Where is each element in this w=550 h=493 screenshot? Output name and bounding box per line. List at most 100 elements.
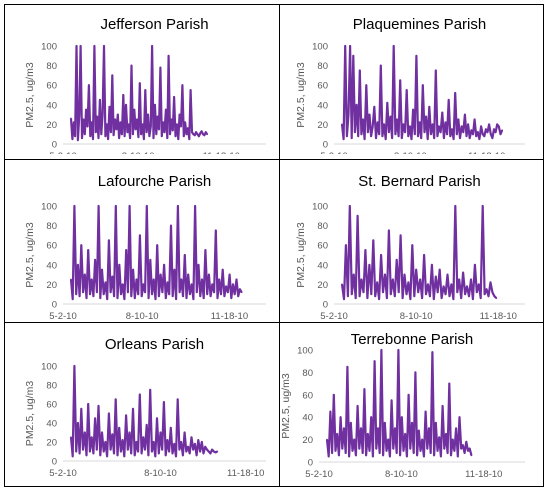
data-point — [97, 137, 100, 140]
data-point — [113, 295, 115, 298]
data-point — [138, 393, 141, 396]
data-point — [344, 452, 347, 454]
data-point — [223, 295, 226, 298]
data-point — [445, 433, 447, 435]
data-point — [428, 105, 431, 108]
data-point — [204, 131, 207, 134]
data-point — [368, 263, 371, 266]
data-point — [90, 436, 93, 439]
y-tick-label: 100 — [41, 362, 57, 373]
data-point — [82, 118, 85, 121]
data-point — [181, 84, 184, 87]
data-point — [396, 118, 398, 121]
data-point — [383, 421, 386, 424]
data-point — [109, 291, 112, 294]
data-point — [92, 452, 95, 455]
data-point — [447, 99, 450, 101]
data-point — [198, 135, 200, 138]
data-point — [463, 452, 466, 454]
data-point — [464, 293, 466, 296]
data-point — [96, 291, 98, 294]
data-point — [462, 131, 465, 134]
data-point — [429, 452, 432, 454]
data-point — [388, 131, 390, 134]
data-point — [144, 448, 146, 451]
data-point — [71, 455, 74, 458]
data-point — [496, 123, 499, 126]
data-point — [354, 131, 356, 134]
x-tick-label: 5-2-10 — [305, 469, 332, 480]
data-point — [141, 123, 144, 126]
data-point — [431, 263, 433, 266]
y-tick-label: 40 — [46, 260, 57, 271]
data-point — [135, 441, 138, 443]
data-point — [441, 111, 444, 114]
data-point — [149, 388, 152, 391]
data-point — [123, 298, 126, 300]
data-point — [351, 449, 354, 452]
data-point — [123, 135, 126, 138]
data-point — [88, 84, 90, 87]
data-point — [169, 133, 171, 136]
data-point — [180, 278, 183, 281]
data-point — [405, 89, 408, 91]
data-point — [358, 295, 361, 298]
data-point — [125, 414, 127, 417]
data-point — [113, 452, 115, 455]
data-point — [138, 82, 141, 85]
data-point — [118, 137, 120, 140]
data-point — [89, 293, 91, 296]
data-point — [185, 133, 188, 136]
data-point — [111, 74, 114, 77]
data-point — [199, 295, 202, 298]
data-point — [339, 416, 342, 419]
data-point — [356, 214, 359, 217]
data-point — [479, 297, 482, 299]
data-point — [80, 244, 83, 247]
data-point — [230, 297, 233, 299]
data-point — [129, 137, 131, 140]
data-point — [448, 295, 451, 298]
data-point — [378, 298, 380, 300]
data-point — [109, 448, 112, 451]
data-point — [108, 239, 110, 242]
data-point — [183, 254, 186, 256]
data-point — [417, 135, 419, 138]
data-point — [83, 273, 86, 276]
data-point — [478, 138, 481, 141]
x-tick-label: 8-10-10 — [126, 311, 159, 322]
x-tick-label: 5-2-10 — [49, 468, 76, 479]
data-point — [162, 121, 165, 124]
data-point — [187, 127, 189, 130]
data-point — [202, 133, 204, 136]
x-tick-label: 5-2-10 — [49, 311, 76, 322]
data-point — [212, 450, 215, 453]
data-point — [188, 138, 191, 141]
data-point — [353, 438, 356, 441]
data-point — [373, 360, 376, 363]
data-point — [154, 455, 157, 458]
y-axis-label: PM2.5, ug/m3 — [24, 62, 36, 128]
data-point — [394, 133, 397, 136]
y-tick-label: 80 — [317, 221, 328, 232]
data-point — [451, 438, 454, 441]
data-point — [477, 283, 480, 286]
data-point — [72, 121, 75, 124]
data-point — [436, 449, 439, 452]
data-point — [349, 45, 351, 47]
data-point — [196, 133, 199, 136]
data-point — [385, 449, 388, 452]
data-point — [453, 449, 456, 452]
data-point — [355, 454, 357, 457]
data-point — [119, 121, 122, 124]
y-tick-label: 0 — [308, 458, 313, 469]
data-point — [101, 113, 104, 116]
data-point — [405, 293, 408, 296]
data-point — [99, 99, 101, 101]
data-point — [380, 349, 383, 351]
data-point — [221, 268, 224, 271]
data-point — [85, 454, 88, 457]
y-axis-label: PM2.5, ug/m3 — [24, 222, 36, 288]
data-point — [101, 431, 103, 434]
data-point — [475, 135, 478, 138]
